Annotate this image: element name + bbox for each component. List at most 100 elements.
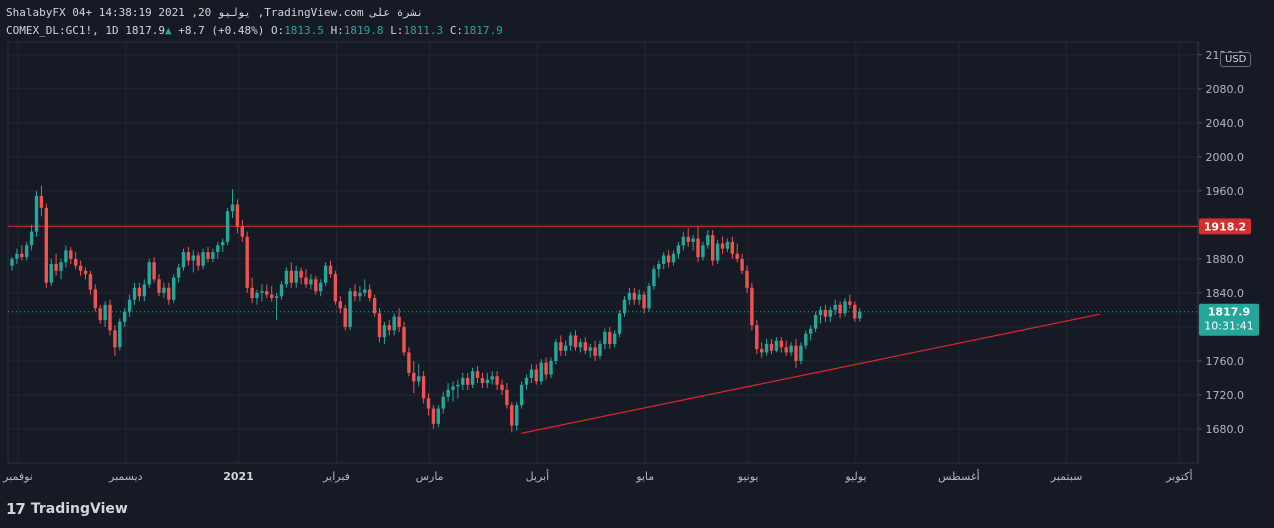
time-tick-label: يوليو	[844, 470, 866, 483]
candle-body	[382, 325, 387, 338]
candle-body	[88, 274, 93, 290]
candle-body	[407, 352, 411, 373]
support-trendline[interactable]	[521, 313, 1100, 434]
candle-body	[323, 265, 328, 283]
price-axis: 2120.02080.02040.02000.01960.01920.01880…	[1198, 49, 1259, 436]
candle-body	[20, 253, 24, 258]
candle-body	[103, 304, 107, 321]
candle-body	[858, 311, 862, 319]
price-tick-label: 1840.0	[1206, 287, 1245, 300]
candle-body	[490, 376, 494, 380]
candle-body	[627, 292, 632, 300]
time-tick-label: ديسمبر	[108, 470, 143, 483]
tradingview-logo[interactable]: 17 TradingView	[6, 500, 128, 518]
candle-body	[495, 376, 499, 385]
low-label: L:	[390, 24, 404, 37]
price-change: +8.7 (+0.48%)	[178, 24, 265, 37]
time-tick-label: مايو	[635, 470, 654, 483]
candle-body	[206, 252, 210, 259]
candle-body	[691, 238, 695, 242]
candle-body	[515, 405, 519, 426]
high-value: 1819.8	[343, 24, 384, 37]
candle-body	[666, 255, 671, 263]
candle-body	[108, 304, 112, 331]
candle-body	[201, 252, 205, 266]
candle-body	[701, 245, 705, 258]
publish-info-text: ShalabyFX 04+ 14:38:19 2021 ,20 يوليو ,T…	[6, 6, 424, 19]
candle-body	[485, 379, 489, 384]
candle-body	[162, 287, 166, 293]
candle-body	[750, 287, 754, 326]
candle-body	[274, 296, 279, 299]
candle-body	[98, 308, 102, 321]
up-arrow-icon: ▲	[164, 24, 172, 37]
candle-body	[118, 321, 122, 348]
symbol-ohlc-bar: COMEX_DL:GC1!, 1D 1817.9▲ +8.7 (+0.48%) …	[6, 24, 503, 37]
candle-body	[524, 377, 529, 385]
current-price-label-bg	[1199, 303, 1259, 336]
candle-body	[255, 292, 259, 299]
close-value: 1817.9	[463, 24, 503, 37]
candle-body	[44, 207, 48, 283]
candle-body	[598, 343, 602, 356]
candle-body	[333, 274, 338, 302]
candle-body	[764, 343, 769, 353]
candle-body	[662, 255, 666, 264]
price-tick-label: 2040.0	[1206, 117, 1245, 130]
candle-body	[157, 279, 161, 293]
candle-body	[10, 258, 14, 266]
candle-body	[387, 325, 391, 331]
candle-body	[167, 287, 171, 300]
candle-body	[789, 345, 793, 353]
candle-body	[725, 241, 730, 249]
symbol-name[interactable]: COMEX_DL:GC1!, 1D	[6, 24, 119, 37]
candle-body	[637, 294, 641, 300]
candle-body	[564, 345, 568, 351]
candle-body	[284, 270, 289, 285]
candle-body	[470, 371, 475, 385]
candle-body	[29, 231, 34, 246]
candle-body	[769, 343, 774, 351]
candle-body	[451, 386, 455, 390]
bar-countdown: 10:31:41	[1204, 320, 1253, 333]
candle-body	[34, 195, 39, 232]
candle-body	[196, 255, 200, 266]
candle-body	[711, 235, 715, 261]
candle-body	[152, 262, 156, 280]
candle-body	[828, 309, 832, 317]
candle-body	[838, 304, 842, 314]
open-label: O:	[270, 24, 285, 37]
candle-body	[549, 360, 553, 375]
time-tick-label: سبتمبر	[1050, 470, 1083, 483]
candle-body	[681, 236, 685, 246]
candle-body	[240, 226, 244, 237]
time-tick-label: أبريل	[526, 469, 550, 483]
resistance-price-label: 1918.2	[1204, 220, 1246, 233]
candle-body	[417, 376, 421, 382]
tradingview-brand: TradingView	[30, 501, 128, 517]
time-tick-label: فبراير	[322, 470, 350, 483]
candle-body	[657, 263, 661, 270]
candle-body	[809, 328, 813, 334]
candle-body	[730, 241, 734, 254]
candle-body	[309, 279, 313, 285]
current-price-label: 1817.9	[1208, 306, 1250, 319]
last-price: 1817.9	[125, 24, 165, 37]
currency-badge[interactable]: USD	[1220, 52, 1252, 67]
price-tick-label: 1760.0	[1206, 355, 1245, 368]
candle-body	[446, 389, 450, 397]
low-value: 1811.3	[403, 24, 444, 37]
candle-body	[505, 389, 509, 406]
candle-body	[696, 238, 700, 258]
candle-body	[176, 267, 181, 278]
candle-body	[622, 299, 627, 314]
candle-body	[676, 245, 681, 254]
chart-grid	[7, 41, 1199, 464]
candle-body	[294, 270, 298, 283]
candle-body	[127, 299, 132, 312]
time-tick-label: نوفمبر	[2, 470, 33, 483]
price-tick-label: 1960.0	[1206, 185, 1245, 198]
candle-body	[59, 262, 63, 271]
candle-body	[500, 384, 504, 390]
